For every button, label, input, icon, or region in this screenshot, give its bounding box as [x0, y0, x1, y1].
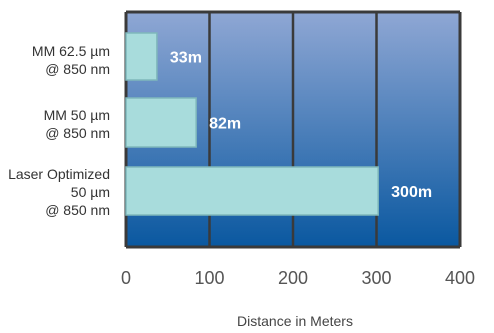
bar: [125, 97, 197, 148]
data-labels: 33m 82m 300m: [170, 50, 432, 202]
x-tick-label: 200: [278, 268, 308, 288]
x-tick-label: 100: [194, 268, 224, 288]
bar: [125, 32, 158, 81]
bar-value-label: 300m: [391, 184, 432, 201]
bar-value-label: 33m: [170, 50, 202, 67]
category-label-line: MM 62.5 µm: [32, 43, 110, 59]
category-label-line: Laser Optimized: [8, 166, 110, 182]
x-tick-label: 0: [121, 268, 131, 288]
category-label-line: MM 50 µm: [44, 107, 110, 123]
category-label-line: @ 850 nm: [45, 125, 110, 141]
category-label: MM 62.5 µm @ 850 nm: [32, 43, 110, 77]
category-label-line: @ 850 nm: [45, 61, 110, 77]
category-label-line: 50 µm: [71, 184, 110, 200]
category-label: MM 50 µm @ 850 nm: [44, 107, 110, 141]
bar-value-label: 82m: [209, 116, 241, 133]
x-tick-label: 400: [445, 268, 475, 288]
bars: [125, 32, 379, 216]
x-tick-labels: 0 100 200 300 400: [121, 268, 475, 288]
category-label-line: @ 850 nm: [45, 202, 110, 218]
category-label: Laser Optimized 50 µm @ 850 nm: [8, 166, 110, 218]
x-axis-title: Distance in Meters: [237, 313, 353, 329]
x-tick-label: 300: [361, 268, 391, 288]
bar: [125, 166, 379, 216]
